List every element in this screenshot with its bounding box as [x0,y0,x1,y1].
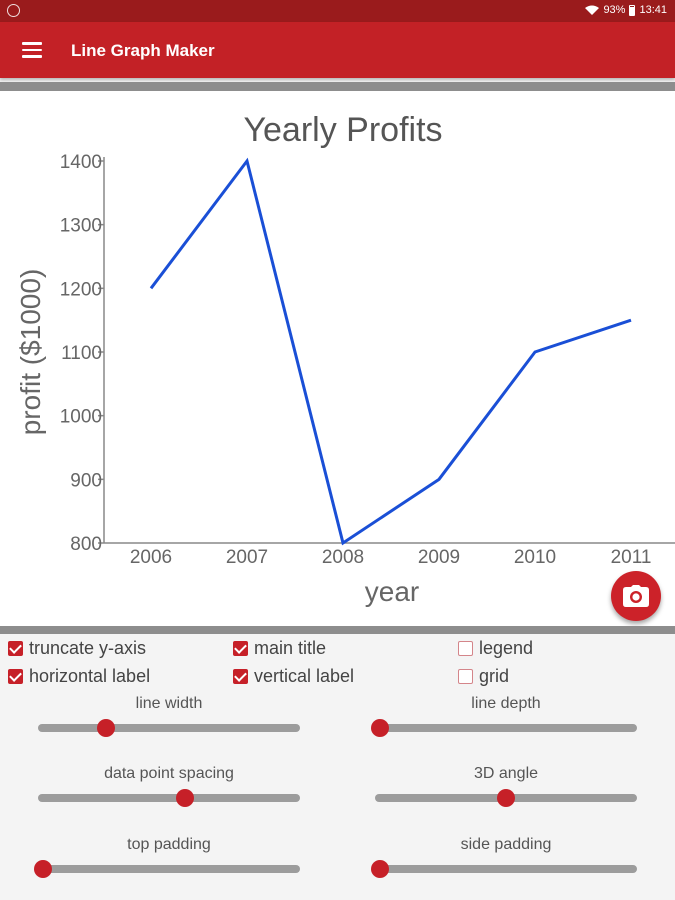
slider-label: 3D angle [473,765,539,782]
status-bar: 93% 13:41 [0,0,675,22]
checkbox-grid[interactable]: grid [458,666,509,687]
options-panel: truncate y-axis main title legend horizo… [0,634,675,900]
checkbox-box [458,669,473,684]
checkbox-label: horizontal label [29,666,151,686]
hamburger-menu-icon[interactable] [22,42,42,58]
slider-label: line width [135,695,203,712]
checkbox-box [233,641,248,656]
slider-thumb[interactable] [34,860,52,878]
app-bar: Line Graph Maker [0,22,675,78]
divider-bottom [0,626,675,634]
battery-icon [629,4,636,16]
x-tick-label: 2010 [514,547,556,568]
slider-track[interactable] [38,865,300,873]
checkbox-box [458,641,473,656]
checkbox-box [8,641,23,656]
x-tick-label: 2006 [130,547,172,568]
slider-track[interactable] [375,865,637,873]
checkbox-box [233,669,248,684]
checkbox-main-title[interactable]: main title [233,638,326,659]
slider-track[interactable] [38,724,300,732]
line-chart: Yearly Profits profit ($1000) year 800 90… [15,111,675,607]
checkbox-truncate-y-axis[interactable]: truncate y-axis [8,638,146,659]
slider-thumb[interactable] [497,789,515,807]
slider-thumb[interactable] [371,719,389,737]
x-tick-label: 2009 [418,547,460,568]
slider-label: data point spacing [104,765,234,782]
chart-series [149,157,632,546]
series-line [149,157,632,546]
x-tick-label: 2011 [611,547,652,568]
y-tick-label: 800 [70,534,102,555]
chart-title: Yearly Profits [243,111,442,149]
slider-thumb[interactable] [175,789,194,807]
slider-thumb[interactable] [97,719,116,737]
chart-y-axis-label: profit ($1000) [15,269,46,436]
slider-track[interactable] [375,724,637,732]
y-tick-label: 1400 [60,152,102,173]
chart-x-axis-label: year [365,576,419,607]
wifi-icon [585,5,600,15]
app-title: Line Graph Maker [71,41,215,60]
slider-label: line depth [471,695,541,712]
checkbox-horizontal-label[interactable]: horizontal label [8,666,150,687]
checkbox-label: legend [479,638,534,658]
slider-track[interactable] [38,794,300,802]
y-tick-label: 1000 [60,407,102,428]
camera-icon [623,585,649,607]
battery-percent: 93% [603,4,626,16]
checkbox-vertical-label[interactable]: vertical label [233,666,354,687]
divider-top [0,82,675,91]
x-tick-label: 2007 [226,547,268,568]
clock: 13:41 [639,4,667,16]
chart-area: Yearly Profits profit ($1000) year 800 90… [0,91,675,626]
checkbox-label: grid [479,666,510,686]
checkbox-legend[interactable]: legend [458,638,533,659]
slider-thumb[interactable] [371,860,389,878]
x-tick-label: 2008 [322,547,364,568]
checkbox-label: truncate y-axis [29,638,147,658]
checkbox-box [8,669,23,684]
checkbox-label: main title [254,638,327,658]
chart-x-ticks: 2006 2007 2008 2009 2010 2011 [130,547,652,568]
y-tick-label: 1100 [61,343,102,364]
chart-y-ticks: 800 900 1000 1100 1200 1300 1400 [60,152,104,555]
status-right: 93% 13:41 [585,4,667,16]
checkbox-label: vertical label [254,666,355,686]
notification-icon [7,4,20,17]
y-tick-label: 1300 [60,216,102,237]
slider-label: top padding [127,836,211,853]
y-tick-label: 1200 [60,279,102,300]
screenshot-button[interactable] [611,571,661,621]
y-tick-label: 900 [70,470,102,491]
slider-label: side padding [460,836,552,853]
